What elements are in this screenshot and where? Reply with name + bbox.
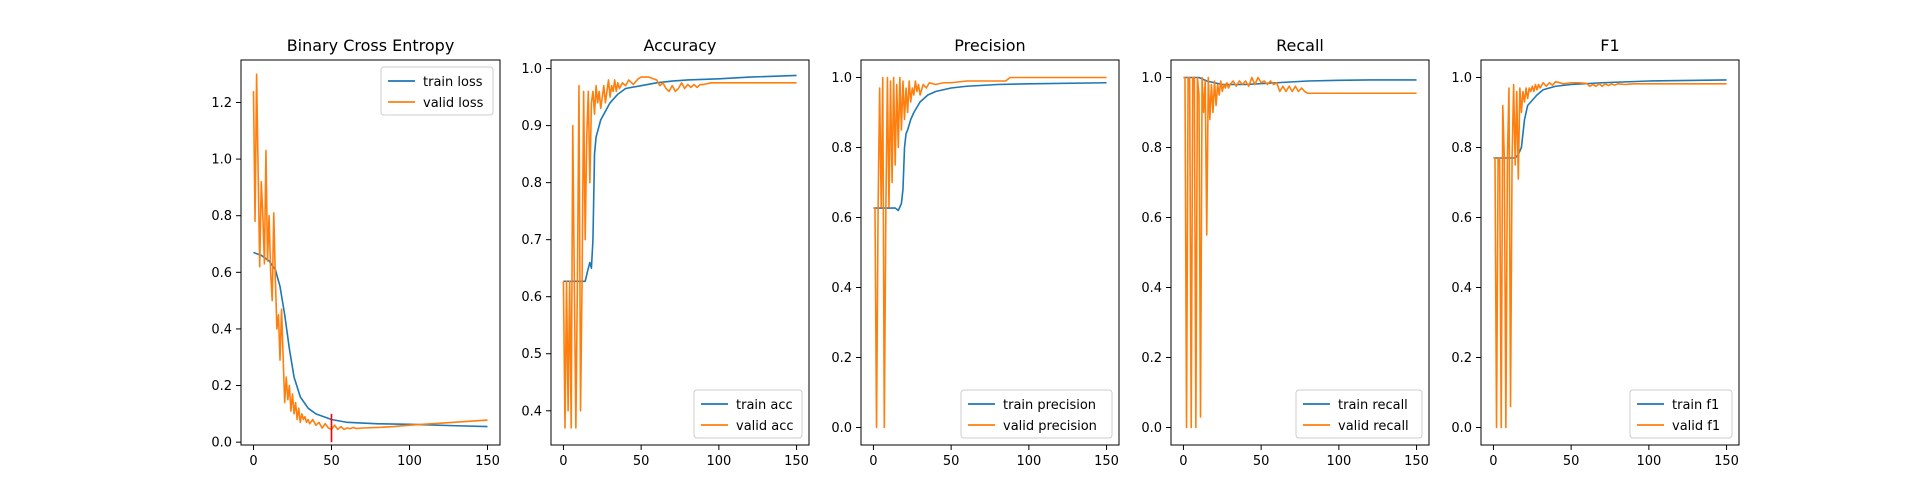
x-tick-label: 100 — [706, 454, 731, 469]
chart-title: Precision — [954, 36, 1025, 55]
legend: train f1 valid f1 — [1629, 389, 1733, 439]
y-tick-label: 0.6 — [1451, 211, 1472, 226]
y-tick-label: 0.0 — [831, 421, 852, 436]
legend: train acc valid acc — [693, 389, 803, 439]
x-tick-label: 50 — [633, 454, 650, 469]
plot-frame — [240, 59, 501, 446]
y-tick-label: 0.4 — [521, 404, 542, 419]
y-tick-label: 0.2 — [1141, 351, 1162, 366]
y-tick-label: 1.0 — [211, 153, 232, 168]
y-tick-label: 0.4 — [1141, 281, 1162, 296]
y-tick-label: 0.6 — [831, 211, 852, 226]
y-tick-label: 0.5 — [521, 347, 542, 362]
legend-label: valid recall — [1338, 419, 1409, 434]
x-tick-label: 150 — [1714, 454, 1739, 469]
legend-label: valid f1 — [1672, 419, 1720, 434]
y-tick-label: 0.8 — [831, 141, 852, 156]
legend: train recall valid recall — [1295, 389, 1423, 439]
chart-title: Recall — [1276, 36, 1324, 55]
y-tick-label: 1.0 — [1141, 71, 1162, 86]
y-tick-label: 0.9 — [521, 119, 542, 134]
y-tick-label: 1.0 — [521, 62, 542, 77]
y-tick-label: 0.4 — [831, 281, 852, 296]
chart-title: F1 — [1600, 36, 1619, 55]
y-tick-label: 0.0 — [1141, 421, 1162, 436]
y-tick-label: 0.6 — [1141, 211, 1162, 226]
series-line-valid-f1 — [1493, 80, 1727, 429]
legend: train loss valid loss — [380, 66, 494, 116]
chart-panel-2: 0 50 100 150 0.4 0.5 0.6 0.7 0.8 0.9 1.0 Accuracy tr… — [521, 36, 810, 469]
series-line-train-acc — [563, 74, 797, 283]
y-tick-label: 0.8 — [1141, 141, 1162, 156]
y-tick-label: 0.8 — [1451, 141, 1472, 156]
x-tick-label: 100 — [397, 454, 422, 469]
chart-panel-3: 0 50 100 150 0.0 0.2 0.4 0.6 0.8 1.0 Precision trai… — [831, 36, 1120, 469]
y-tick-label: 0.0 — [211, 436, 232, 451]
y-tick-label: 1.0 — [1451, 71, 1472, 86]
x-tick-label: 100 — [1326, 454, 1351, 469]
chart-panel-1: 0 50 100 150 0.0 0.2 0.4 0.6 0.8 1.0 1.2 Binary Cro… — [211, 36, 501, 469]
plot-frame — [860, 59, 1120, 446]
legend-box — [693, 389, 803, 439]
legend-label: train precision — [1003, 398, 1096, 413]
chart-panel-4: 0 50 100 150 0.0 0.2 0.4 0.6 0.8 1.0 Recall train r… — [1141, 36, 1430, 469]
x-tick-label: 150 — [784, 454, 809, 469]
x-tick-label: 150 — [1404, 454, 1429, 469]
chart-panel-5: 0 50 100 150 0.0 0.2 0.4 0.6 0.8 1.0 F1 train f1 val… — [1451, 36, 1740, 469]
x-tick-label: 0 — [1489, 454, 1497, 469]
plot-frame — [550, 59, 810, 446]
legend-label: valid loss — [423, 96, 484, 111]
chart-title: Accuracy — [643, 36, 716, 55]
chart-title: Binary Cross Entropy — [287, 36, 455, 55]
x-tick-label: 150 — [1094, 454, 1119, 469]
x-tick-label: 150 — [475, 454, 500, 469]
y-tick-label: 0.6 — [521, 290, 542, 305]
x-tick-label: 100 — [1636, 454, 1661, 469]
y-tick-label: 1.0 — [831, 71, 852, 86]
legend-label: train loss — [423, 75, 483, 90]
y-tick-label: 0.2 — [1451, 351, 1472, 366]
series-line-train-loss — [253, 251, 488, 428]
x-tick-label: 0 — [1179, 454, 1187, 469]
x-tick-label: 50 — [1253, 454, 1270, 469]
x-tick-label: 0 — [869, 454, 877, 469]
legend-box — [1629, 389, 1733, 439]
y-tick-label: 0.6 — [211, 266, 232, 281]
legend-box — [1295, 389, 1423, 439]
series-line-train-recall — [1183, 76, 1417, 86]
x-tick-label: 50 — [943, 454, 960, 469]
y-tick-label: 0.2 — [211, 379, 232, 394]
legend-box — [380, 66, 494, 116]
x-tick-label: 0 — [559, 454, 567, 469]
y-tick-label: 0.7 — [521, 233, 542, 248]
series-line-train-precision — [873, 81, 1107, 212]
series-line-valid-precision — [873, 76, 1107, 429]
legend-box — [960, 389, 1113, 439]
legend-label: valid precision — [1003, 419, 1097, 434]
series-line-valid-acc — [562, 76, 797, 429]
plot-frame — [1170, 59, 1430, 446]
legend: train precision valid precision — [960, 389, 1113, 439]
y-tick-label: 0.4 — [211, 322, 232, 337]
x-tick-label: 100 — [1016, 454, 1041, 469]
series-line-valid-loss — [252, 73, 488, 431]
legend-label: valid acc — [736, 419, 794, 434]
x-tick-label: 50 — [323, 454, 340, 469]
y-tick-label: 0.2 — [831, 351, 852, 366]
y-tick-label: 0.0 — [1451, 421, 1472, 436]
x-tick-label: 0 — [249, 454, 257, 469]
series-line-valid-recall — [1183, 76, 1417, 429]
legend-label: train recall — [1338, 398, 1408, 413]
x-tick-label: 50 — [1563, 454, 1580, 469]
y-tick-label: 0.8 — [211, 209, 232, 224]
legend-label: train f1 — [1672, 398, 1719, 413]
legend-label: train acc — [736, 398, 793, 413]
y-tick-label: 0.4 — [1451, 281, 1472, 296]
plot-frame — [1480, 59, 1740, 446]
y-tick-label: 1.2 — [211, 96, 232, 111]
y-tick-label: 0.8 — [521, 176, 542, 191]
